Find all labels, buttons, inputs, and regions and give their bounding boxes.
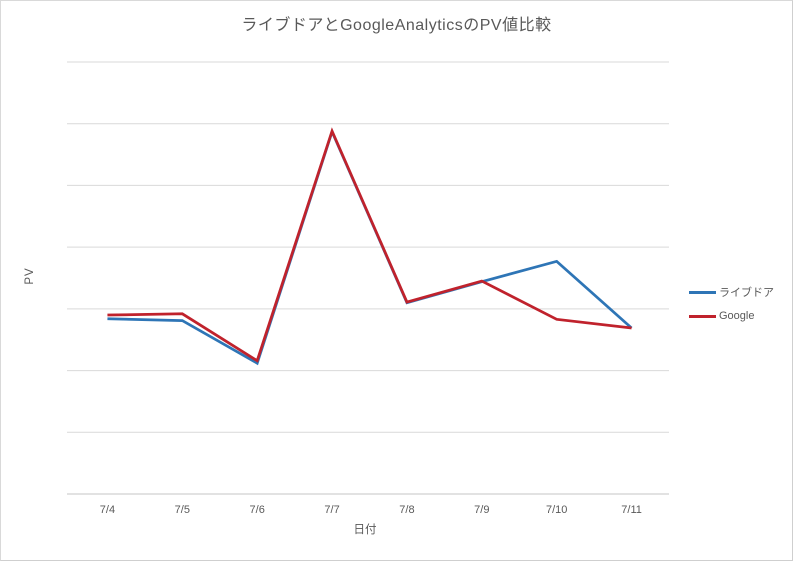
legend-label-google: Google [719,310,755,322]
series-line-google [107,127,632,363]
legend-item-google: Google [689,310,774,322]
legend-label-livedoor: ライブドア [719,287,774,299]
x-tick-label: 7/8 [399,504,415,516]
x-tick-label: 7/5 [174,504,190,516]
x-tick-label: 7/10 [545,504,568,516]
x-tick-label: 7/6 [249,504,265,516]
legend: ライブドア Google [689,284,774,322]
chart-title: ライブドアとGoogleAnalyticsのPV値比較 [241,17,552,34]
line-swatch-icon [689,290,716,294]
x-tick-label: 7/9 [474,504,490,516]
line-swatch-icon [689,314,716,318]
x-tick-label: 7/11 [621,504,642,516]
x-tick-label: 7/7 [324,504,340,516]
legend-item-livedoor: ライブドア [689,284,774,300]
x-tick-label: 7/4 [99,504,116,516]
y-axis-title: PV [24,267,36,285]
x-axis-title: 日付 [353,524,377,536]
